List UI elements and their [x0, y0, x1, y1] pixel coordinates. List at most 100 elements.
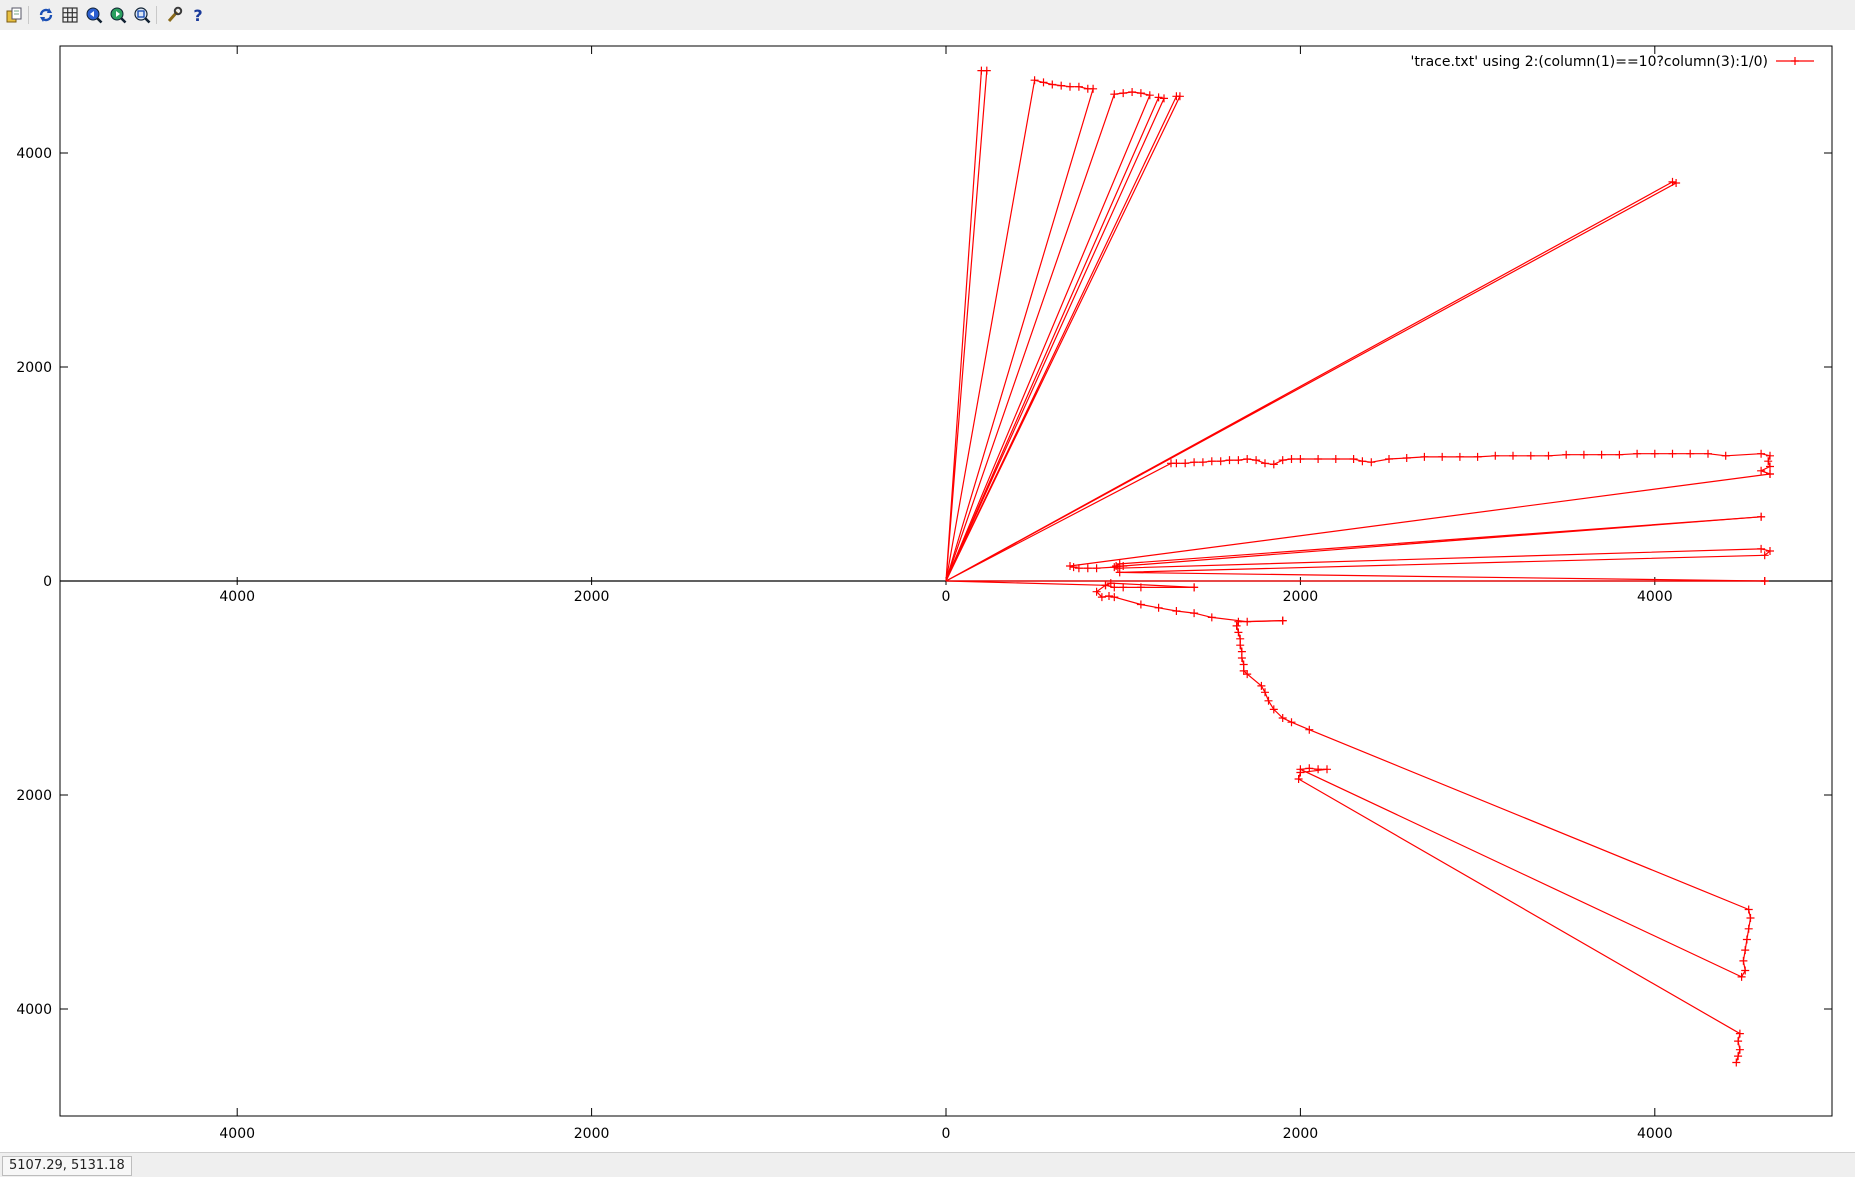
data-point [1757, 466, 1766, 475]
data-point [1106, 579, 1115, 588]
data-point [1261, 688, 1269, 697]
data-point [1633, 449, 1642, 458]
data-point [1438, 452, 1447, 461]
data-point [1735, 1045, 1744, 1054]
replot-button[interactable] [35, 4, 57, 26]
grid-icon [62, 7, 78, 23]
data-point [1039, 78, 1048, 87]
x-tick-label: 2000 [1283, 1126, 1319, 1142]
replot-icon [39, 8, 53, 22]
x-axis-tick-label: 4000 [219, 589, 255, 605]
data-point [1420, 452, 1429, 461]
data-point [1721, 451, 1730, 460]
toolbar-separator [156, 6, 157, 24]
data-point [982, 66, 991, 75]
plot-canvas[interactable]: 4000 4000 2000 2000 0 0 2000 2000 4000 4000 4000 20… [0, 30, 1855, 1152]
data-point [1190, 609, 1199, 618]
data-point [1172, 607, 1181, 615]
series-trace [945, 66, 1774, 1067]
y-tick-label: 4000 [16, 1002, 52, 1018]
data-point [1252, 456, 1261, 465]
data-point [1741, 966, 1750, 975]
data-point [1597, 450, 1606, 459]
data-point [1190, 458, 1199, 467]
data-point [1066, 82, 1074, 91]
data-point [1207, 613, 1216, 622]
autoscale-button[interactable] [131, 4, 153, 26]
data-point [1314, 455, 1323, 463]
data-point [1269, 460, 1278, 469]
data-point [1650, 449, 1659, 458]
data-point [1264, 696, 1273, 705]
data-point [1115, 568, 1124, 577]
data-point [1294, 775, 1303, 783]
data-point [1057, 81, 1066, 90]
data-point [1491, 451, 1500, 460]
data-point [1237, 654, 1246, 662]
data-point [1615, 450, 1624, 459]
x-tick-label: 0 [942, 1126, 951, 1142]
legend-label: 'trace.txt' using 2:(column(1)==10?colum… [1411, 54, 1769, 70]
data-point [1119, 89, 1128, 98]
data-point [1278, 714, 1287, 722]
data-point [1113, 564, 1122, 573]
series-line [1095, 582, 1283, 623]
data-point [1305, 764, 1314, 773]
data-point [1402, 454, 1411, 462]
y-tick-label: 4000 [16, 146, 52, 162]
data-point [1296, 455, 1305, 463]
toolbar: ? [0, 0, 1855, 31]
data-point [1225, 456, 1234, 465]
data-point [1686, 449, 1695, 458]
data-point [1579, 450, 1588, 459]
grid-button[interactable] [59, 4, 81, 26]
help-button[interactable]: ? [187, 4, 209, 26]
data-point [1207, 457, 1216, 466]
data-point [1331, 455, 1340, 463]
data-point [1069, 563, 1078, 572]
data-point [1735, 1029, 1744, 1038]
data-point [1181, 459, 1190, 468]
copy-to-clipboard-button[interactable] [3, 4, 25, 26]
data-point [1136, 600, 1145, 609]
data-point [1216, 457, 1225, 466]
data-point [1097, 593, 1106, 602]
data-point [1757, 449, 1766, 458]
data-point [1190, 583, 1199, 592]
data-point [1160, 94, 1168, 103]
data-point [1766, 470, 1774, 478]
data-point [1741, 946, 1750, 955]
data-point [1766, 451, 1774, 460]
data-point [1287, 455, 1296, 463]
data-point [1083, 564, 1092, 573]
data-point [1314, 765, 1323, 774]
data-point [1744, 924, 1753, 933]
data-point [1732, 1058, 1741, 1067]
help-icon: ? [193, 6, 202, 24]
data-point [1243, 670, 1252, 679]
data-point [1744, 905, 1753, 914]
previous-zoom-button[interactable] [83, 4, 105, 26]
options-button[interactable] [163, 4, 185, 26]
data-point [1737, 972, 1746, 981]
data-point [1672, 179, 1681, 187]
data-point [1066, 562, 1074, 570]
mouse-coordinates: 5107.29, 5131.18 [2, 1156, 132, 1176]
data-point [1509, 451, 1517, 460]
data-point [1764, 457, 1773, 466]
data-point [1296, 768, 1305, 777]
data-point [1234, 628, 1243, 637]
data-point [1101, 581, 1110, 590]
x-tick-label: 2000 [574, 1126, 610, 1142]
data-point [1358, 457, 1367, 466]
data-point [1110, 90, 1119, 99]
data-point [1757, 544, 1766, 553]
data-point [1198, 458, 1207, 467]
data-point [1048, 80, 1057, 89]
data-point [1030, 76, 1039, 85]
next-zoom-button[interactable] [107, 4, 129, 26]
data-point [1385, 455, 1393, 463]
chart[interactable]: 4000 4000 2000 2000 0 0 2000 2000 4000 4000 4000 20… [0, 30, 1855, 1152]
data-point [1172, 459, 1181, 468]
data-point [1074, 82, 1083, 91]
